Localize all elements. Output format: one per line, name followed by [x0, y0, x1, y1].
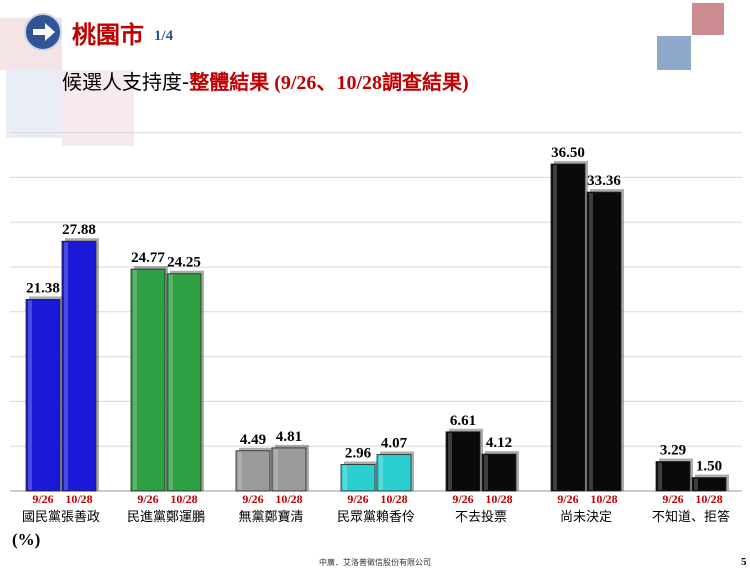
series-tick-label: 10/28 [485, 492, 512, 506]
series-tick-label: 10/28 [590, 492, 617, 506]
category-label: 不知道、拒答 [652, 509, 730, 525]
bar-highlight [694, 478, 698, 490]
bar-highlight [64, 242, 68, 490]
category-label: 尚未決定 [560, 510, 612, 525]
series-tick-label: 10/28 [380, 492, 407, 506]
bar-highlight [589, 193, 593, 490]
category-label: 民進黨鄭運鵬 [127, 510, 205, 525]
category-label: 民眾黨賴香伶 [337, 510, 415, 525]
value-label: 24.25 [167, 255, 201, 271]
value-label: 24.77 [131, 250, 165, 266]
city-title: 桃園市 [72, 20, 144, 49]
value-label: 36.50 [551, 145, 585, 161]
decor-square-red-right [692, 3, 724, 35]
subtitle-survey: 調查結果 [382, 70, 462, 94]
subtitle-separator: 、 [316, 70, 337, 94]
bar-highlight [28, 300, 32, 490]
value-label: 4.07 [381, 436, 408, 452]
value-label: 4.81 [276, 429, 302, 445]
bar [691, 477, 727, 492]
value-label: 27.88 [62, 222, 96, 238]
subtitle-main: 候選人支持度- [62, 70, 190, 94]
value-label: 4.49 [240, 432, 266, 448]
series-tick-label: 9/26 [242, 492, 263, 506]
decor-square-pink-mid [62, 70, 134, 146]
subtitle-date2: 10/28 [336, 72, 382, 94]
footer-credit: 中廣．艾洛普徵信股份有限公司 [319, 558, 431, 567]
series-tick-label: 9/26 [557, 492, 578, 506]
bar-highlight [658, 462, 662, 490]
series-tick-label: 9/26 [32, 492, 53, 506]
bar-highlight [379, 455, 383, 490]
series-tick-label: 10/28 [170, 492, 197, 506]
series-tick-label: 9/26 [662, 492, 683, 506]
bar-highlight [169, 274, 173, 490]
bar-highlight [133, 270, 137, 490]
bar-highlight [238, 451, 242, 490]
arrow-right-icon [24, 13, 62, 51]
chart-subtitle: 候選人支持度-整體結果 (9/26、10/28調查結果) [62, 66, 469, 95]
value-label: 1.50 [696, 459, 722, 475]
subtitle-paren-close: ) [462, 72, 469, 94]
series-tick-label: 10/28 [65, 492, 92, 506]
series-tick-label: 9/26 [347, 492, 368, 506]
subtitle-paren-open: (9/26 [269, 72, 317, 94]
series-tick-label: 10/28 [695, 492, 722, 506]
category-label: 國民黨張善政 [22, 509, 100, 525]
unit-label: (%) [12, 530, 41, 549]
page-number: 5 [741, 556, 747, 568]
category-label: 無黨鄭寶清 [238, 509, 303, 525]
value-label: 3.29 [660, 443, 686, 459]
decor-square-blue-right [657, 36, 691, 70]
page-fraction: 1/4 [154, 27, 174, 44]
value-label: 21.38 [26, 280, 60, 296]
decor-square-blue-left [6, 70, 62, 138]
value-label: 33.36 [587, 173, 621, 189]
value-label: 2.96 [345, 445, 372, 461]
bar-highlight [448, 432, 452, 490]
bar-highlight [553, 164, 557, 490]
value-label: 4.12 [486, 435, 512, 451]
series-tick-label: 9/26 [137, 492, 158, 506]
bar-highlight [274, 448, 278, 490]
series-tick-label: 10/28 [275, 492, 302, 506]
bar-highlight [343, 465, 347, 490]
category-label: 不去投票 [455, 509, 507, 525]
slide-header: 桃園市 1/4 [24, 10, 173, 54]
bar-highlight [484, 455, 488, 490]
subtitle-emphasis: 整體結果 [189, 70, 270, 94]
value-label: 6.61 [450, 413, 476, 429]
series-tick-label: 9/26 [452, 492, 473, 506]
